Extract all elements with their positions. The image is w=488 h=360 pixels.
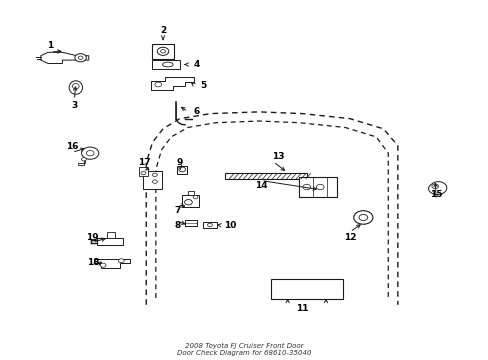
FancyBboxPatch shape	[152, 60, 180, 69]
Text: 6: 6	[193, 107, 199, 116]
Text: 3: 3	[71, 100, 77, 109]
Bar	[298, 177, 336, 197]
Text: 15: 15	[429, 190, 442, 199]
Circle shape	[160, 50, 165, 53]
Bar	[177, 166, 186, 174]
Bar	[142, 171, 162, 189]
Text: 12: 12	[343, 233, 355, 242]
Text: 10: 10	[224, 221, 236, 230]
Bar	[225, 174, 306, 179]
Circle shape	[184, 199, 192, 205]
Bar	[139, 167, 147, 176]
Text: 8: 8	[174, 221, 180, 230]
Text: 4: 4	[193, 60, 200, 69]
Text: 7: 7	[174, 206, 180, 215]
Bar	[184, 220, 196, 226]
Text: 13: 13	[271, 152, 284, 161]
Text: 2: 2	[160, 26, 166, 35]
Circle shape	[152, 173, 157, 176]
Polygon shape	[427, 182, 446, 194]
Bar	[187, 191, 193, 195]
Polygon shape	[78, 158, 85, 165]
Bar	[203, 222, 216, 228]
Bar	[270, 279, 342, 299]
Circle shape	[207, 223, 212, 226]
Circle shape	[155, 82, 161, 87]
Text: 11: 11	[295, 304, 307, 313]
Polygon shape	[151, 77, 194, 90]
FancyBboxPatch shape	[152, 44, 173, 59]
Circle shape	[141, 171, 145, 175]
Bar	[182, 195, 199, 207]
Ellipse shape	[162, 62, 173, 67]
Bar	[107, 232, 115, 238]
Circle shape	[81, 147, 99, 159]
Text: 19: 19	[85, 233, 98, 242]
Circle shape	[316, 184, 324, 190]
Circle shape	[118, 259, 124, 263]
Circle shape	[353, 211, 372, 224]
Circle shape	[157, 47, 168, 55]
Circle shape	[152, 180, 157, 183]
Circle shape	[86, 150, 94, 156]
Polygon shape	[41, 52, 89, 63]
Circle shape	[78, 56, 83, 59]
Circle shape	[179, 167, 185, 172]
Circle shape	[100, 263, 106, 267]
Text: 9: 9	[176, 158, 183, 167]
Text: 2008 Toyota FJ Cruiser Front Door
Door Check Diagram for 68610-35040: 2008 Toyota FJ Cruiser Front Door Door C…	[177, 343, 311, 356]
Polygon shape	[93, 259, 130, 267]
Circle shape	[193, 195, 198, 199]
Text: 18: 18	[87, 258, 100, 267]
Text: 5: 5	[200, 81, 206, 90]
Circle shape	[358, 215, 367, 221]
Circle shape	[303, 184, 310, 190]
Text: 14: 14	[254, 181, 267, 190]
Circle shape	[81, 158, 86, 161]
Text: 1: 1	[47, 41, 53, 50]
Text: 17: 17	[137, 158, 150, 167]
Ellipse shape	[72, 84, 79, 89]
Circle shape	[431, 184, 438, 189]
Circle shape	[75, 54, 86, 62]
Bar	[97, 238, 123, 245]
Text: 16: 16	[65, 142, 78, 151]
Ellipse shape	[69, 81, 82, 94]
